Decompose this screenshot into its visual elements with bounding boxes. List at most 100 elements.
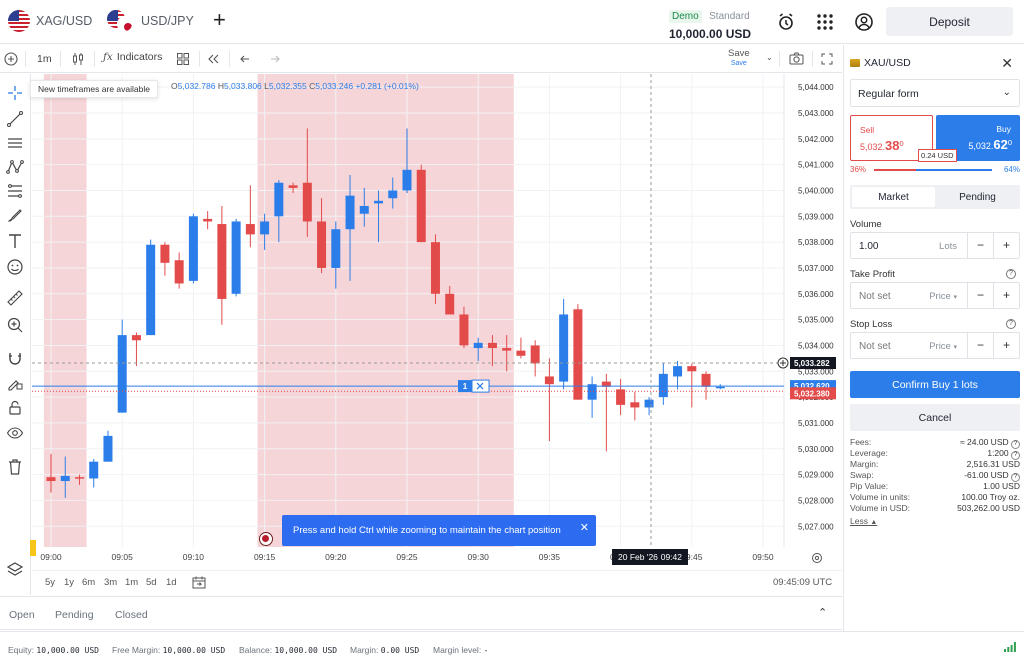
fib-retracement-icon[interactable] <box>6 182 24 200</box>
stop-loss-field[interactable]: Not set Price ▾ − + <box>850 332 1020 359</box>
price-chart[interactable]: 5,044.000 5,043.000 5,042.000 5,041.000 5,04… <box>32 74 842 595</box>
y-tick-label: 5,044.000 <box>798 83 834 92</box>
eye-icon[interactable] <box>6 424 24 442</box>
confirm-buy-button[interactable]: Confirm Buy 1 lots <box>850 371 1020 398</box>
timeframe-selector[interactable]: 1m <box>37 53 52 65</box>
range-5y[interactable]: 5y <box>45 577 56 588</box>
volume-field[interactable]: 1.00 Lots − + <box>850 232 1020 259</box>
candle-up <box>402 169 412 191</box>
candle-up <box>473 342 483 349</box>
take-profit-label: Take Profit <box>850 269 895 280</box>
alarm-clock-icon[interactable] <box>776 12 796 32</box>
close-icon[interactable]: ✕ <box>1001 55 1013 71</box>
buy-label: Buy <box>996 124 1011 134</box>
add-tab-button[interactable]: + <box>213 7 226 32</box>
range-1m[interactable]: 1m <box>125 577 139 588</box>
info-key: Pip Value: <box>850 481 889 491</box>
take-profit-value[interactable]: Not set <box>859 291 891 302</box>
tab-pending-order[interactable]: Pending <box>959 191 996 203</box>
camera-icon[interactable] <box>789 52 804 66</box>
take-profit-field[interactable]: Not set Price ▾ − + <box>850 282 1020 309</box>
sell-price-fraction: 0 <box>899 139 904 148</box>
chevron-down-icon[interactable]: ⌄ <box>766 53 773 62</box>
ohlc-close: 5,033.246 <box>315 81 354 91</box>
stop-loss-unit-select[interactable]: Price ▾ <box>929 341 957 352</box>
chart-settings-icon[interactable] <box>812 553 822 563</box>
chevron-up-icon[interactable]: ⌃ <box>818 607 828 619</box>
crosshair-icon[interactable] <box>6 84 24 102</box>
sell-price-button[interactable]: Sell 5,032.380 <box>850 115 933 161</box>
tab-pending[interactable]: Pending <box>55 609 94 621</box>
sentiment-sell-fill <box>874 169 917 171</box>
tab-open[interactable]: Open <box>9 609 35 621</box>
ohlc-open-key: O <box>171 81 178 91</box>
brush-icon[interactable] <box>6 206 24 224</box>
deposit-button[interactable]: Deposit <box>886 7 1013 36</box>
less-toggle[interactable]: Less ▲ <box>850 516 1020 526</box>
order-form-select[interactable]: Regular form ⌄ <box>850 79 1020 107</box>
range-1y[interactable]: 1y <box>64 577 75 588</box>
undo-icon[interactable] <box>240 53 253 65</box>
account-selector[interactable]: Demo Standard 10,000.00 USD ▾ <box>669 6 759 55</box>
text-icon[interactable] <box>6 232 24 250</box>
fullscreen-icon[interactable] <box>821 53 833 65</box>
layout-grid-icon[interactable] <box>177 53 189 65</box>
lock-drawing-icon[interactable] <box>6 374 24 392</box>
utc-clock[interactable]: 09:45:09 UTC <box>773 577 833 588</box>
replay-icon[interactable] <box>207 53 220 65</box>
range-6m[interactable]: 6m <box>82 577 96 588</box>
range-3m[interactable]: 3m <box>104 577 118 588</box>
take-profit-unit-select[interactable]: Price ▾ <box>929 291 957 302</box>
take-profit-increase-button[interactable]: + <box>993 283 1019 308</box>
tab-market[interactable]: Market <box>852 187 935 207</box>
zoom-in-icon[interactable] <box>6 316 24 334</box>
stop-loss-value[interactable]: Not set <box>859 341 891 352</box>
tab-closed[interactable]: Closed <box>115 609 148 621</box>
help-icon[interactable]: ? <box>1011 451 1020 460</box>
candles-icon[interactable] <box>71 52 85 66</box>
emoji-icon[interactable] <box>6 258 24 276</box>
lock-icon[interactable] <box>6 399 24 417</box>
equity-value: 10,000.00 USD <box>36 646 99 655</box>
symbol-tab-usdjpy[interactable]: USD/JPY <box>107 10 194 32</box>
ruler-icon[interactable] <box>6 289 24 307</box>
event-marker-icon[interactable] <box>259 532 273 546</box>
stop-loss-unit: Price <box>929 341 951 352</box>
trend-line-icon[interactable] <box>6 110 24 128</box>
save-button[interactable]: Save Save <box>728 49 750 69</box>
magnet-icon[interactable] <box>6 350 24 368</box>
calendar-goto-icon[interactable] <box>192 576 206 589</box>
candle-down <box>160 244 170 263</box>
scroll-handle-icon[interactable] <box>30 540 36 556</box>
stop-loss-decrease-button[interactable]: − <box>967 333 993 358</box>
cancel-button[interactable]: Cancel <box>850 404 1020 431</box>
add-circle-icon[interactable] <box>4 52 18 66</box>
range-5d[interactable]: 5d <box>146 577 157 588</box>
help-icon[interactable]: ? <box>1011 473 1020 482</box>
candle-down <box>573 309 583 400</box>
help-icon[interactable]: ? <box>1006 319 1016 329</box>
volume-increase-button[interactable]: + <box>993 233 1019 258</box>
range-1d[interactable]: 1d <box>166 577 177 588</box>
trash-icon[interactable] <box>6 458 24 476</box>
help-icon[interactable]: ? <box>1011 440 1020 449</box>
candlestick-chart[interactable]: 5,044.000 5,043.000 5,042.000 5,041.000 5,04… <box>32 74 842 570</box>
info-row-margin: Margin: 2,516.31 USD <box>850 459 1020 470</box>
indicators-button[interactable]: ƒx Indicators <box>103 51 162 63</box>
pattern-icon[interactable] <box>6 158 24 176</box>
stop-loss-increase-button[interactable]: + <box>993 333 1019 358</box>
info-key: Leverage: <box>850 448 888 458</box>
help-icon[interactable]: ? <box>1006 269 1016 279</box>
close-icon[interactable]: ✕ <box>579 522 589 534</box>
layers-icon[interactable] <box>6 561 24 579</box>
take-profit-decrease-button[interactable]: − <box>967 283 993 308</box>
margin-label: Margin: <box>350 645 379 655</box>
volume-decrease-button[interactable]: − <box>967 233 993 258</box>
redo-icon[interactable] <box>267 53 280 65</box>
volume-value[interactable]: 1.00 <box>859 241 879 252</box>
apps-grid-icon[interactable] <box>815 12 835 32</box>
horizontal-lines-icon[interactable] <box>6 134 24 152</box>
candle-down <box>317 221 327 268</box>
user-profile-icon[interactable] <box>854 12 874 32</box>
symbol-tab-xagusd[interactable]: XAG/USD <box>8 10 92 32</box>
